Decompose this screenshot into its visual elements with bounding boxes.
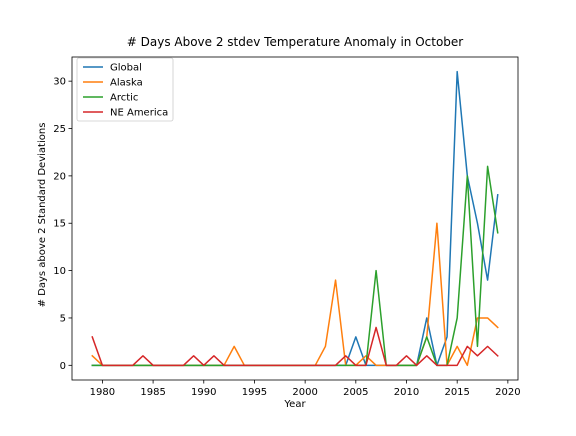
x-tick-label: 1995 <box>242 387 267 398</box>
y-tick-label: 25 <box>53 124 66 135</box>
legend-label: NE America <box>110 108 168 119</box>
legend-label: Global <box>110 63 142 74</box>
x-tick-label: 2000 <box>292 387 317 398</box>
y-tick-label: 30 <box>53 77 66 88</box>
y-axis-label: # Days above 2 Standard Deviations <box>37 123 48 308</box>
y-tick-label: 10 <box>53 266 66 277</box>
legend: Global Alaska Arctic NE America <box>76 57 174 122</box>
x-tick-label: 1990 <box>191 387 216 398</box>
legend-box <box>76 57 174 122</box>
y-tick-label: 15 <box>53 219 66 230</box>
x-tick-label: 2020 <box>495 387 520 398</box>
x-axis-label: Year <box>283 399 306 410</box>
y-tick-label: 20 <box>53 171 66 182</box>
series-line-ne-america <box>91 326 499 367</box>
x-tick-label: 1980 <box>90 387 115 398</box>
y-tick-label: 0 <box>60 361 66 372</box>
x-tick-label: 2015 <box>444 387 469 398</box>
legend-label: Arctic <box>110 93 138 104</box>
chart-title: # Days Above 2 stdev Temperature Anomaly… <box>127 35 464 49</box>
legend-label: Alaska <box>110 78 143 89</box>
plot-area: 1980 1985 1990 1995 2000 2005 2010 2015 20200510… <box>53 56 521 398</box>
x-tick-label: 2005 <box>343 387 368 398</box>
x-tick-label: 2010 <box>394 387 419 398</box>
axes-frame <box>71 56 519 381</box>
x-tick-label: 1985 <box>140 387 165 398</box>
y-tick-label: 5 <box>60 313 66 324</box>
